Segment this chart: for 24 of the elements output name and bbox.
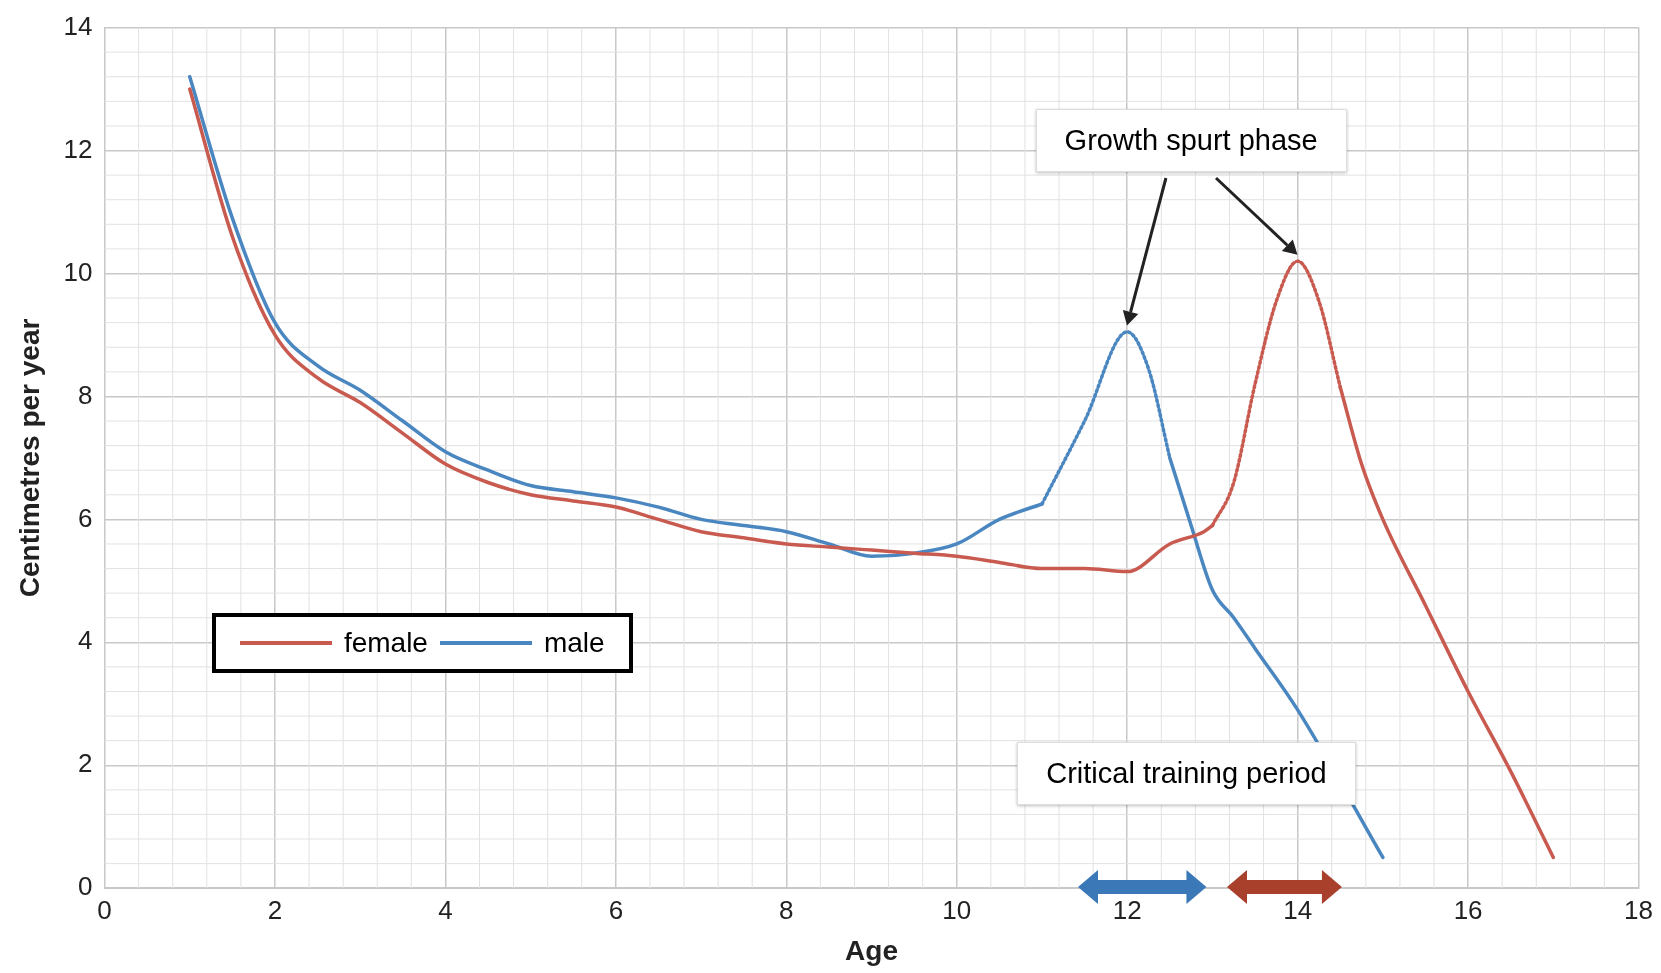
x-tick-label: 16 [1453, 894, 1483, 925]
annotation: Growth spurt phase [1035, 109, 1347, 173]
x-tick-label: 2 [267, 894, 283, 925]
annotation: Critical training period [1017, 741, 1356, 805]
x-axis-title: Age [845, 934, 898, 966]
y-axis-title: Centimetres per year [13, 318, 45, 598]
x-tick-label: 14 [1283, 894, 1313, 925]
y-tick-label: 12 [63, 133, 93, 164]
x-tick-label: 4 [438, 894, 453, 925]
x-tick-label: 18 [1624, 894, 1653, 925]
y-tick-label: 4 [78, 625, 93, 656]
x-tick-label: 8 [779, 894, 794, 925]
y-tick-label: 14 [63, 10, 93, 41]
x-tick-label: 12 [1112, 894, 1142, 925]
y-tick-label: 6 [78, 502, 93, 533]
x-tick-label: 6 [608, 894, 624, 925]
x-tick-label: 10 [942, 894, 972, 925]
x-tick-label: 0 [97, 894, 112, 925]
legend-label: male [543, 626, 605, 659]
legend-label: female [343, 626, 428, 659]
y-tick-label: 0 [78, 871, 93, 902]
y-tick-label: 8 [78, 379, 93, 410]
y-tick-label: 10 [63, 256, 93, 287]
y-tick-label: 2 [78, 748, 93, 779]
